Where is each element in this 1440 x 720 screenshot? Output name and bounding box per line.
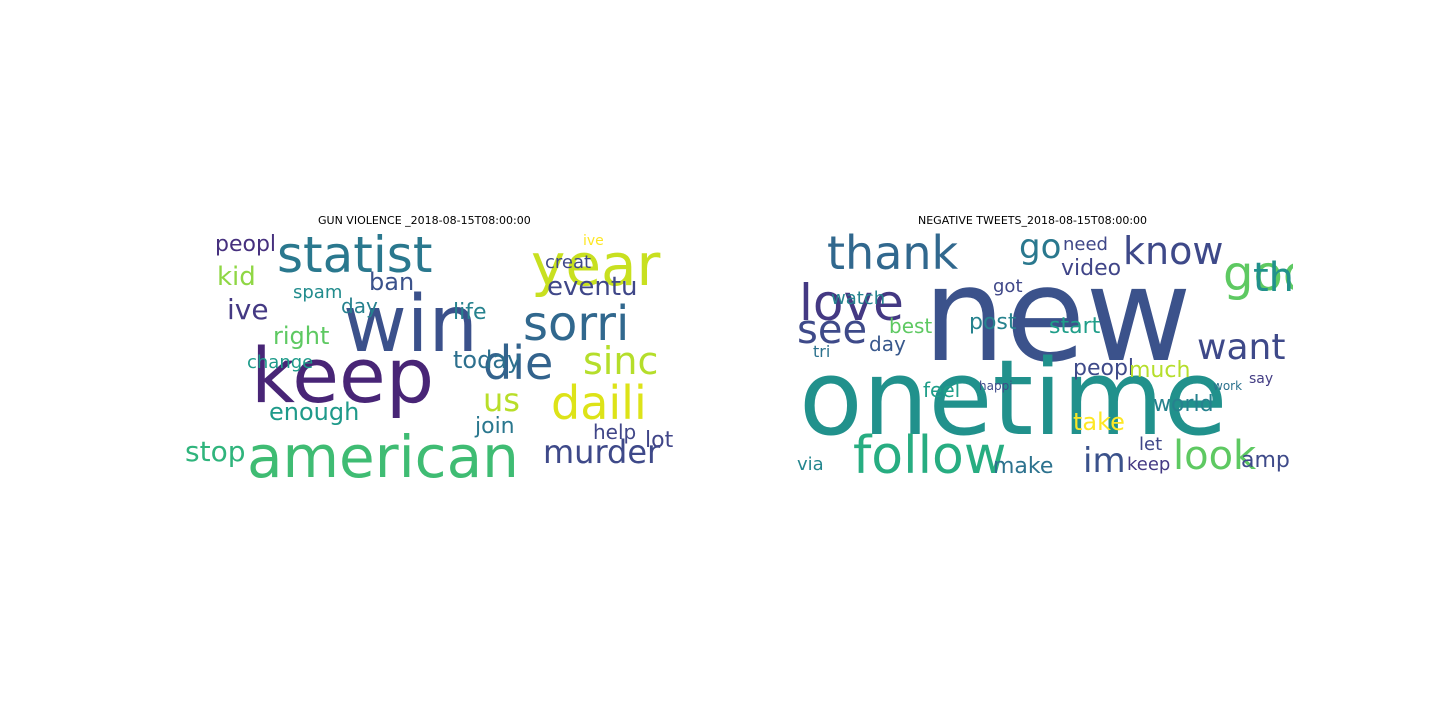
cloud-word: go [1019, 230, 1062, 267]
cloud-word: statist [277, 230, 433, 284]
gun-violence-panel: GUN VIOLENCE _2018-08-15T08:00:00 win kee… [183, 214, 683, 484]
negative-tweets-panel: NEGATIVE TWEETS_2018-08-15T08:00:00 new o… [793, 214, 1293, 484]
cloud-word: follow [853, 426, 1007, 484]
cloud-word: year [531, 231, 661, 299]
cloud-word: want [1197, 327, 1286, 368]
cloud-word: feel [923, 378, 961, 402]
cloud-word: life [453, 300, 487, 325]
cloud-word: die [483, 336, 554, 390]
cloud-word: best [889, 314, 933, 338]
cloud-word: onetime [799, 337, 1228, 459]
cloud-word: day [341, 294, 378, 318]
cloud-word: say [1249, 371, 1274, 387]
cloud-word: win [343, 280, 478, 370]
cloud-word: need [1063, 234, 1108, 255]
cloud-word: amp [1241, 448, 1290, 473]
cloud-word: peopl [1073, 356, 1135, 381]
cloud-word: american [247, 423, 519, 484]
cloud-word: murder [543, 433, 661, 471]
cloud-word: daili [551, 376, 647, 430]
cloud-word: help [593, 420, 637, 444]
cloud-word: ban [369, 268, 415, 296]
cloud-word: lot [645, 428, 674, 453]
cloud-word: us [483, 381, 520, 419]
gun-violence-panel-title: GUN VIOLENCE _2018-08-15T08:00:00 [318, 214, 531, 227]
cloud-word: post [969, 310, 1017, 335]
cloud-word: think [1253, 255, 1293, 301]
cloud-word: im [1083, 441, 1126, 481]
cloud-word: day [869, 332, 906, 356]
cloud-word: got [993, 276, 1023, 297]
cloud-word: stop [185, 435, 246, 468]
cloud-word: today [453, 346, 522, 374]
cloud-word: sinc [583, 339, 659, 383]
cloud-word: thank [827, 230, 959, 280]
cloud-word: much [1129, 358, 1191, 383]
cloud-word: join [475, 414, 515, 439]
cloud-word: via [797, 454, 824, 475]
cloud-word: know [1123, 230, 1224, 273]
cloud-word: take [1073, 408, 1125, 436]
cloud-word: right [273, 322, 330, 350]
cloud-word: start [1049, 314, 1101, 339]
cloud-word: sorri [523, 296, 630, 352]
negative-tweets-panel-title: NEGATIVE TWEETS_2018-08-15T08:00:00 [918, 214, 1148, 227]
cloud-word: peopl [215, 232, 277, 257]
cloud-word: kid [217, 262, 256, 292]
cloud-word: watch [831, 288, 886, 309]
cloud-word: ive [227, 293, 269, 326]
cloud-word: make [993, 454, 1054, 479]
cloud-word: happi [979, 379, 1013, 393]
cloud-word: see [797, 307, 868, 353]
cloud-word: keep [1127, 454, 1171, 475]
cloud-word: world [1153, 392, 1214, 417]
gun-violence-word-cloud: win keep american statist year sorri die daili s… [183, 230, 683, 484]
cloud-word: keep [251, 331, 435, 420]
cloud-word: new [923, 239, 1192, 391]
cloud-word: look [1173, 433, 1257, 479]
cloud-word: creat [545, 252, 592, 273]
cloud-word: video [1061, 256, 1122, 281]
cloud-word: enough [269, 398, 360, 426]
cloud-word: tri [813, 342, 831, 361]
cloud-word: love [799, 274, 904, 332]
cloud-word: let [1139, 434, 1163, 455]
cloud-word: change [247, 352, 314, 373]
cloud-word: eventu [547, 272, 638, 302]
cloud-word: ive [583, 233, 604, 249]
cloud-word: work [1213, 379, 1243, 393]
cloud-word: good [1223, 246, 1293, 302]
cloud-word: spam [293, 282, 343, 303]
